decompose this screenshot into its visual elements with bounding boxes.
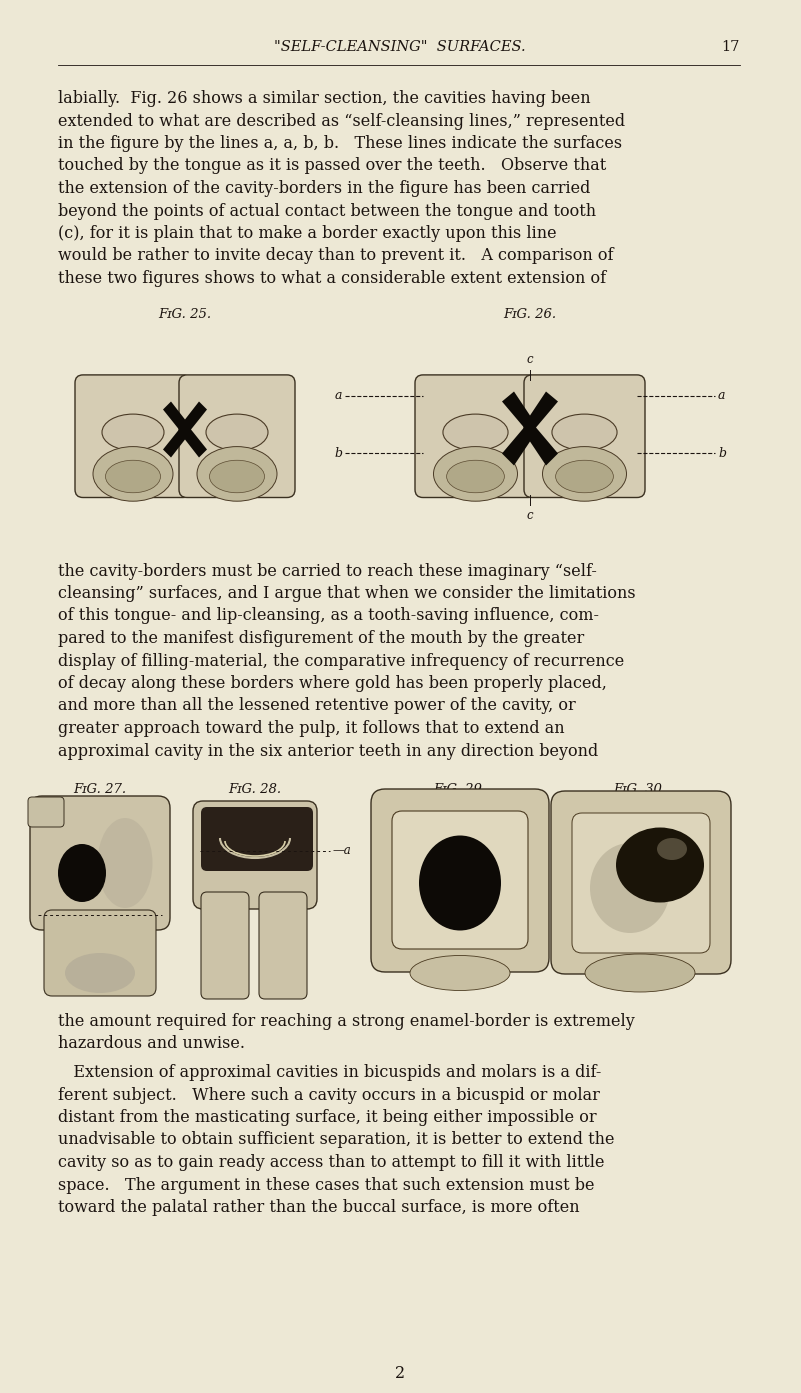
Polygon shape	[163, 401, 207, 457]
Ellipse shape	[585, 954, 695, 992]
Text: a: a	[718, 390, 726, 403]
Ellipse shape	[98, 818, 152, 908]
Ellipse shape	[542, 447, 626, 501]
Text: —a: —a	[333, 844, 352, 858]
Text: unadvisable to obtain sufficient separation, it is better to extend the: unadvisable to obtain sufficient separat…	[58, 1131, 614, 1148]
FancyBboxPatch shape	[201, 892, 249, 999]
FancyBboxPatch shape	[28, 797, 64, 827]
FancyBboxPatch shape	[259, 892, 307, 999]
Text: the cavity-borders must be carried to reach these imaginary “self-: the cavity-borders must be carried to re…	[58, 563, 597, 579]
Text: and more than all the lessened retentive power of the cavity, or: and more than all the lessened retentive…	[58, 698, 576, 715]
Ellipse shape	[590, 843, 670, 933]
Text: Extension of approximal cavities in bicuspids and molars is a dif-: Extension of approximal cavities in bicu…	[58, 1064, 602, 1081]
Text: of decay along these borders where gold has been properly placed,: of decay along these borders where gold …	[58, 676, 607, 692]
FancyBboxPatch shape	[44, 910, 156, 996]
Text: pared to the manifest disfigurement of the mouth by the greater: pared to the manifest disfigurement of t…	[58, 630, 584, 646]
FancyBboxPatch shape	[179, 375, 295, 497]
FancyBboxPatch shape	[572, 814, 710, 953]
Ellipse shape	[447, 460, 505, 493]
FancyBboxPatch shape	[524, 375, 645, 497]
Text: cavity so as to gain ready access than to attempt to fill it with little: cavity so as to gain ready access than t…	[58, 1153, 605, 1172]
FancyBboxPatch shape	[415, 375, 536, 497]
Text: a: a	[335, 390, 342, 403]
Text: distant from the masticating surface, it being either impossible or: distant from the masticating surface, it…	[58, 1109, 597, 1126]
Text: c: c	[527, 352, 533, 366]
FancyBboxPatch shape	[371, 788, 549, 972]
Text: touched by the tongue as it is passed over the teeth.   Observe that: touched by the tongue as it is passed ov…	[58, 157, 606, 174]
Ellipse shape	[206, 414, 268, 450]
Ellipse shape	[106, 460, 160, 493]
Ellipse shape	[102, 414, 164, 450]
Ellipse shape	[58, 844, 106, 903]
Ellipse shape	[556, 460, 614, 493]
Text: 17: 17	[722, 40, 740, 54]
Text: "SELF-CLEANSING"  SURFACES.: "SELF-CLEANSING" SURFACES.	[274, 40, 525, 54]
Text: ferent subject.   Where such a cavity occurs in a bicuspid or molar: ferent subject. Where such a cavity occu…	[58, 1087, 600, 1103]
Text: hazardous and unwise.: hazardous and unwise.	[58, 1035, 245, 1053]
Text: space.   The argument in these cases that such extension must be: space. The argument in these cases that …	[58, 1177, 594, 1194]
Text: FɪG. 25.: FɪG. 25.	[159, 308, 211, 320]
Text: b: b	[334, 447, 342, 460]
Ellipse shape	[433, 447, 517, 501]
Text: display of filling-material, the comparative infrequency of recurrence: display of filling-material, the compara…	[58, 652, 624, 670]
Ellipse shape	[443, 414, 508, 450]
Ellipse shape	[93, 447, 173, 501]
Text: approximal cavity in the six anterior teeth in any direction beyond: approximal cavity in the six anterior te…	[58, 742, 598, 759]
Text: c: c	[527, 508, 533, 522]
Ellipse shape	[657, 839, 687, 859]
FancyBboxPatch shape	[30, 795, 170, 931]
Text: FɪG. 27.: FɪG. 27.	[74, 783, 127, 795]
FancyBboxPatch shape	[75, 375, 191, 497]
FancyBboxPatch shape	[201, 807, 313, 871]
Text: of this tongue- and lip-cleansing, as a tooth-saving influence, com-: of this tongue- and lip-cleansing, as a …	[58, 607, 599, 624]
FancyBboxPatch shape	[392, 811, 528, 949]
Text: (c), for it is plain that to make a border exactly upon this line: (c), for it is plain that to make a bord…	[58, 226, 557, 242]
Text: would be rather to invite decay than to prevent it.   A comparison of: would be rather to invite decay than to …	[58, 248, 614, 265]
Text: these two figures shows to what a considerable extent extension of: these two figures shows to what a consid…	[58, 270, 606, 287]
Text: FɪG. 30.: FɪG. 30.	[614, 783, 666, 795]
Ellipse shape	[210, 460, 264, 493]
Text: the extension of the cavity-borders in the figure has been carried: the extension of the cavity-borders in t…	[58, 180, 590, 196]
Ellipse shape	[410, 956, 510, 990]
Polygon shape	[502, 391, 558, 465]
Text: toward the palatal rather than the buccal surface, is more often: toward the palatal rather than the bucca…	[58, 1199, 580, 1216]
Text: in the figure by the lines a, a, b, b.   These lines indicate the surfaces: in the figure by the lines a, a, b, b. T…	[58, 135, 622, 152]
Text: b: b	[718, 447, 726, 460]
Text: 2: 2	[395, 1365, 405, 1382]
Ellipse shape	[616, 827, 704, 903]
Text: FɪG. 29.: FɪG. 29.	[433, 783, 486, 795]
Text: extended to what are described as “self-cleansing lines,” represented: extended to what are described as “self-…	[58, 113, 625, 130]
Text: greater approach toward the pulp, it follows that to extend an: greater approach toward the pulp, it fol…	[58, 720, 565, 737]
Text: beyond the points of actual contact between the tongue and tooth: beyond the points of actual contact betw…	[58, 202, 596, 220]
FancyBboxPatch shape	[551, 791, 731, 974]
Text: FɪG. 26.: FɪG. 26.	[504, 308, 557, 320]
Ellipse shape	[197, 447, 277, 501]
Text: the amount required for reaching a strong enamel-border is extremely: the amount required for reaching a stron…	[58, 1013, 634, 1029]
Text: labially.  Fig. 26 shows a similar section, the cavities having been: labially. Fig. 26 shows a similar sectio…	[58, 91, 590, 107]
Ellipse shape	[552, 414, 617, 450]
Ellipse shape	[65, 953, 135, 993]
Text: FɪG. 28.: FɪG. 28.	[228, 783, 282, 795]
Text: cleansing” surfaces, and I argue that when we consider the limitations: cleansing” surfaces, and I argue that wh…	[58, 585, 636, 602]
FancyBboxPatch shape	[193, 801, 317, 910]
Ellipse shape	[419, 836, 501, 931]
